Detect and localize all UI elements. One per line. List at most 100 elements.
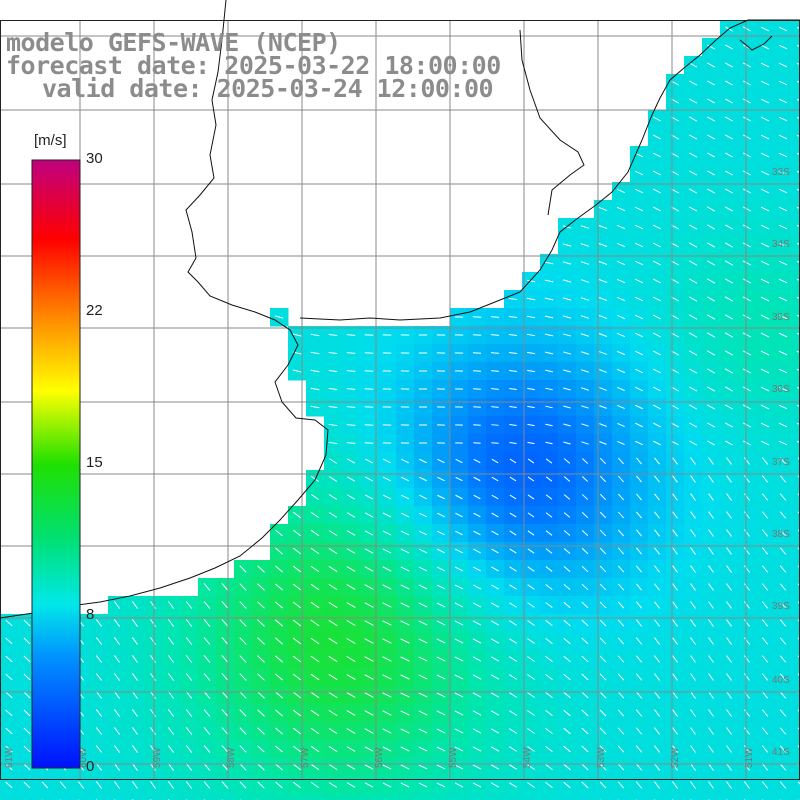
wind-arrow <box>149 673 157 681</box>
wind-arrow <box>690 637 696 645</box>
wind-arrow <box>706 98 716 104</box>
wind-arrow <box>292 727 302 735</box>
wind-cell <box>792 398 800 417</box>
wind-arrow <box>688 278 698 284</box>
wind-cell <box>450 794 469 800</box>
wind-arrow <box>617 404 625 410</box>
wind-arrow <box>132 601 138 609</box>
wind-arrow <box>726 619 732 627</box>
wind-arrow <box>113 673 121 681</box>
wind-arrow <box>708 763 714 771</box>
wind-arrow <box>491 406 499 408</box>
wind-arrow <box>23 655 31 663</box>
wind-arrow <box>744 493 750 501</box>
wind-cell <box>360 794 379 800</box>
wind-arrow <box>418 638 428 644</box>
wind-arrow <box>328 423 338 427</box>
wind-arrow <box>185 619 193 627</box>
wind-arrow <box>672 493 678 501</box>
lat-label: 40S <box>772 675 790 686</box>
wind-arrow <box>346 656 356 662</box>
lon-label: 57W <box>300 747 311 768</box>
wind-arrow <box>527 530 535 536</box>
wind-arrow <box>742 386 752 392</box>
wind-arrow <box>760 206 770 212</box>
wind-cell <box>792 110 800 129</box>
wind-arrow <box>436 620 446 626</box>
wind-cell <box>792 776 800 795</box>
wind-arrow <box>672 709 678 717</box>
wind-arrow <box>346 530 356 536</box>
wind-cell <box>72 794 91 800</box>
wind-arrow <box>328 369 338 373</box>
wind-arrow <box>672 619 678 627</box>
wind-arrow <box>581 494 589 500</box>
wind-arrow <box>760 386 770 392</box>
wind-arrow <box>527 584 535 590</box>
wind-cell <box>180 794 199 800</box>
wind-arrow <box>635 422 643 428</box>
wind-cell <box>792 470 800 489</box>
wind-arrow <box>599 637 607 645</box>
wind-arrow <box>400 674 410 680</box>
wind-arrow <box>185 763 193 771</box>
wind-arrow <box>400 728 410 734</box>
wind-arrow <box>671 386 679 392</box>
wind-arrow <box>114 745 120 753</box>
wind-arrow <box>580 243 590 247</box>
wind-arrow <box>5 709 13 717</box>
wind-arrow <box>437 458 445 464</box>
wind-arrow <box>275 565 283 573</box>
wind-arrow <box>491 370 499 372</box>
wind-arrow <box>652 278 662 284</box>
wind-arrow <box>185 709 193 717</box>
wind-arrow <box>744 673 750 681</box>
wind-arrow <box>274 601 284 609</box>
wind-arrow <box>634 170 644 176</box>
wind-arrow <box>544 261 554 265</box>
wind-arrow <box>310 673 320 681</box>
wind-arrow <box>634 260 644 266</box>
wind-cell <box>792 452 800 471</box>
wind-arrow <box>617 763 625 771</box>
wind-arrow <box>203 745 211 753</box>
wind-arrow <box>221 691 229 699</box>
wind-arrow <box>23 619 31 627</box>
wind-arrow <box>796 116 800 120</box>
wind-arrow <box>167 655 175 663</box>
wind-arrow <box>599 781 607 789</box>
wind-cell <box>792 182 800 201</box>
wind-arrow <box>653 619 661 627</box>
wind-arrow <box>635 745 643 753</box>
wind-cell <box>378 794 397 800</box>
wind-arrow <box>437 512 445 518</box>
wind-arrow <box>382 512 392 518</box>
wind-arrow <box>760 296 770 302</box>
wind-cell <box>54 794 73 800</box>
wind-arrow <box>563 566 571 572</box>
wind-arrow <box>635 404 643 410</box>
wind-arrow <box>490 656 500 662</box>
wind-arrow <box>688 332 698 338</box>
wind-arrow <box>563 458 571 464</box>
wind-arrow <box>114 763 120 771</box>
wind-arrow <box>598 279 608 283</box>
wind-arrow <box>346 494 356 500</box>
wind-arrow <box>454 566 464 572</box>
wind-arrow <box>761 691 769 699</box>
wind-arrow <box>779 655 787 663</box>
wind-arrow <box>744 583 750 591</box>
wind-arrow <box>292 601 302 609</box>
wind-cell <box>792 164 800 183</box>
wind-arrow <box>563 548 571 554</box>
wind-arrow <box>454 710 464 716</box>
wind-arrow <box>796 440 800 444</box>
wind-arrow <box>418 746 428 752</box>
wind-arrow <box>724 206 734 212</box>
wind-arrow <box>328 387 338 391</box>
wind-arrow <box>652 350 662 356</box>
wind-arrow <box>778 134 788 140</box>
wind-arrow <box>454 656 464 662</box>
wind-arrow <box>742 314 752 320</box>
wind-arrow <box>454 782 464 788</box>
